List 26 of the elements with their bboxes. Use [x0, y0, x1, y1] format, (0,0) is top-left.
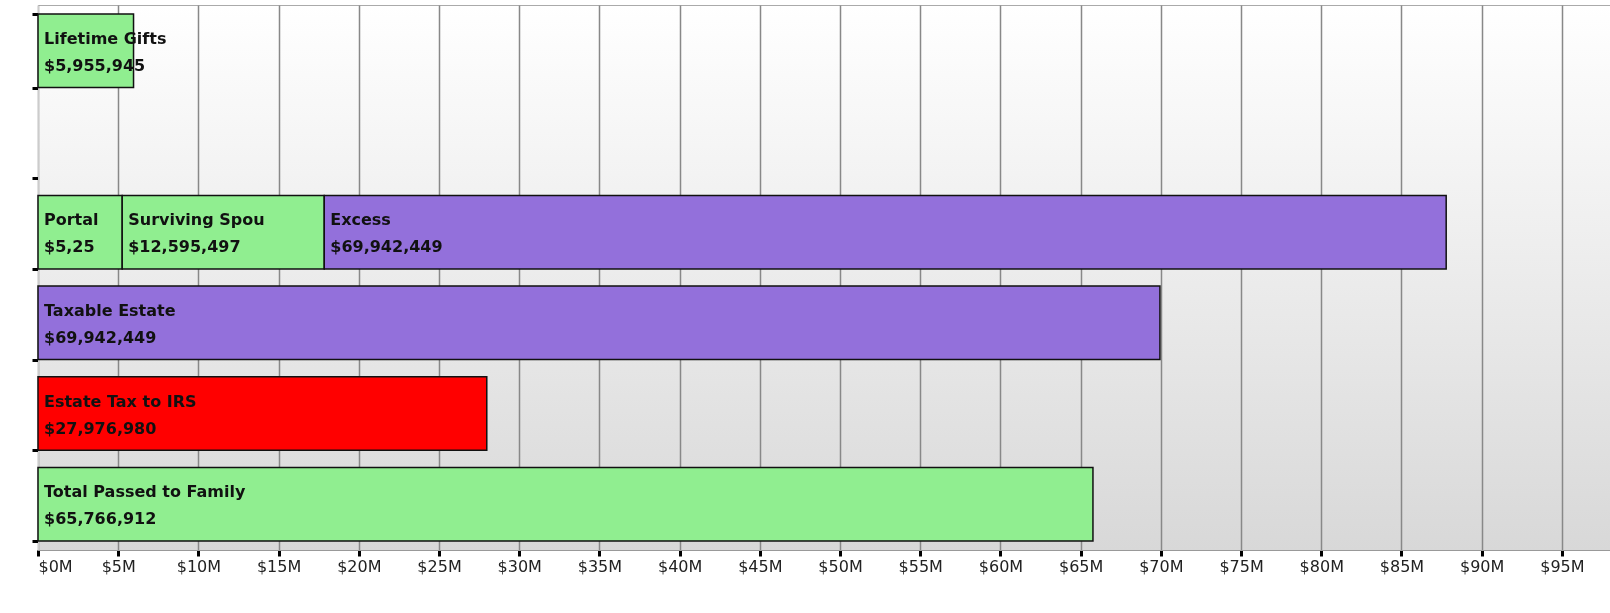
x-tick-label: $5M: [101, 556, 136, 576]
x-tick-label: $70M: [1139, 556, 1184, 576]
x-tick-label: $45M: [738, 556, 783, 576]
x-tick-label: $85M: [1379, 556, 1425, 576]
data-label: Portal $5,25: [44, 210, 99, 257]
data-label: Taxable Estate $69,942,449: [44, 300, 176, 347]
x-tick-label: $35M: [577, 556, 623, 576]
x-tick-label: $90M: [1460, 556, 1505, 576]
x-tick-label: $75M: [1219, 556, 1264, 576]
x-tick-label: $0M: [38, 556, 73, 576]
x-tick-label: $10M: [176, 556, 222, 576]
x-tick-label: $65M: [1058, 556, 1104, 576]
x-tick-label: $25M: [417, 556, 462, 576]
x-tick-label: $55M: [898, 556, 943, 576]
data-label: Excess $69,942,449: [330, 210, 443, 257]
x-tick-label: $95M: [1540, 556, 1585, 576]
data-label: Total Passed to Family $65,766,912: [44, 482, 246, 529]
x-tick-label: $15M: [256, 556, 302, 576]
x-tick-label: $30M: [497, 556, 542, 576]
data-label: Surviving Spou $12,595,497: [128, 210, 265, 257]
x-tick-label: $80M: [1299, 556, 1344, 576]
x-tick-label: $50M: [818, 556, 863, 576]
x-tick-label: $40M: [657, 556, 703, 576]
data-label: Estate Tax to IRS $27,976,980: [44, 391, 197, 438]
x-tick-label: $60M: [978, 556, 1024, 576]
x-tick-label: $20M: [337, 556, 382, 576]
